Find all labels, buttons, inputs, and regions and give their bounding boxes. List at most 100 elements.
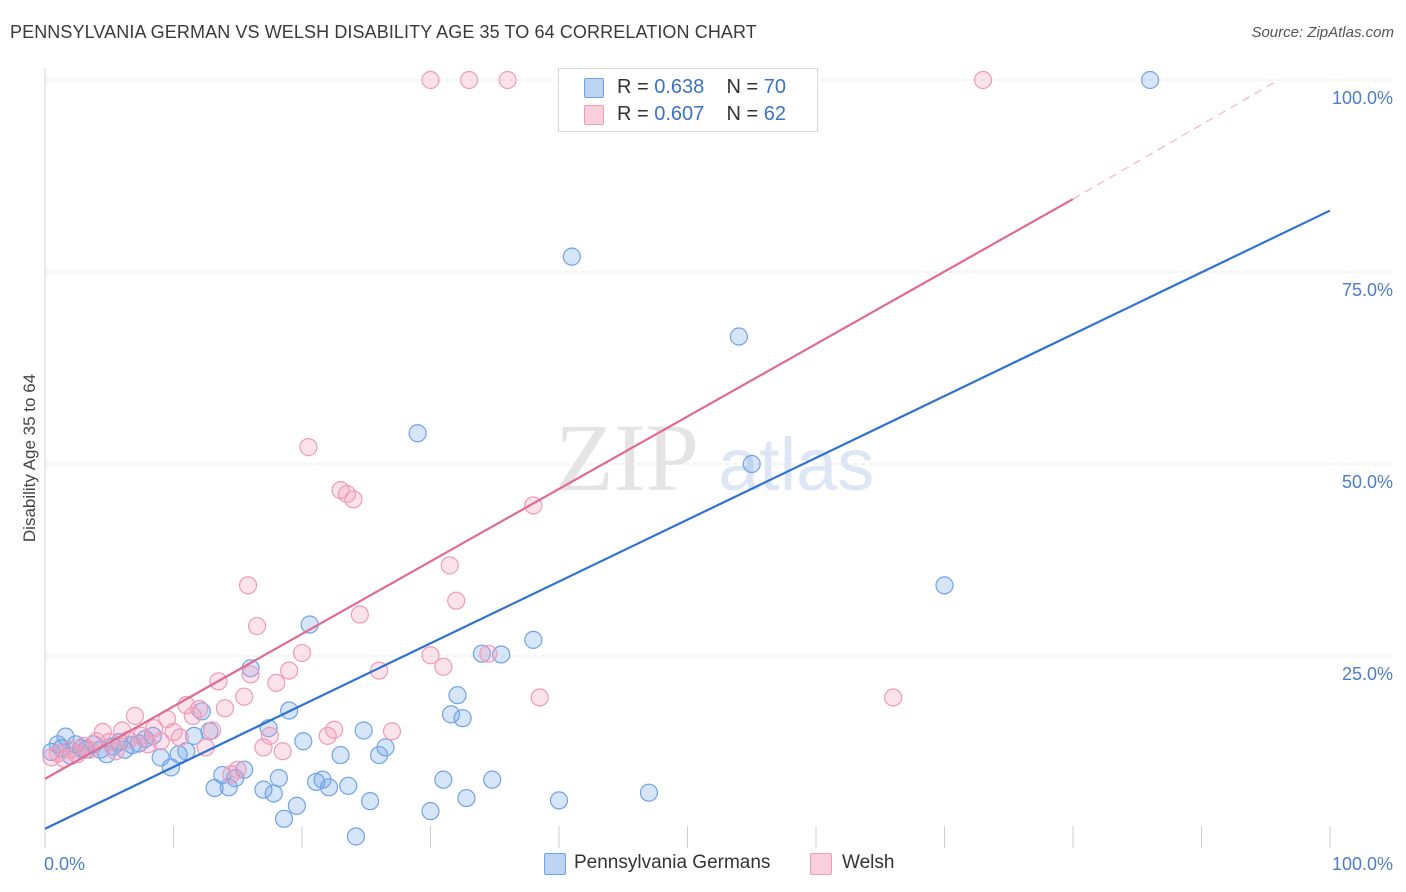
tick-labels: 25.0% 50.0% 75.0% 100.0% 0.0% 100.0% — [44, 88, 1393, 874]
legend-r-label: R = — [617, 76, 649, 98]
point-welsh — [151, 732, 170, 751]
point-pennsylvania-germans — [742, 454, 761, 474]
point-pennsylvania-germans — [354, 721, 373, 740]
point-welsh — [434, 657, 453, 676]
x-tick-label-min: 0.0% — [44, 854, 85, 874]
point-welsh — [222, 765, 241, 784]
point-welsh — [247, 616, 267, 636]
legend-r-value: 0.638 — [654, 76, 705, 98]
trend-line-welsh-extension — [1072, 79, 1279, 200]
point-pennsylvania-germans — [408, 424, 427, 443]
trend-line-welsh — [44, 198, 1074, 780]
legend-r-value: 0.607 — [654, 103, 705, 125]
point-pennsylvania-germans — [294, 732, 313, 751]
legend-swatch-pink — [584, 105, 604, 125]
point-pennsylvania-germans — [549, 791, 569, 810]
point-welsh — [479, 644, 498, 663]
bottom-legend-label: Pennsylvania Germans — [574, 852, 771, 873]
gridlines — [45, 79, 1392, 657]
point-welsh — [260, 726, 279, 745]
point-welsh — [241, 665, 260, 684]
bottom-legend-swatch-blue — [544, 853, 566, 875]
bottom-legend-swatch-pink — [810, 853, 832, 875]
point-welsh — [421, 646, 440, 665]
bottom-legend-label: Welsh — [842, 852, 895, 873]
point-pennsylvania-germans — [361, 792, 380, 811]
legend-n-value: 70 — [763, 76, 787, 98]
point-pennsylvania-germans — [254, 780, 273, 799]
point-welsh — [215, 699, 234, 718]
point-welsh — [235, 687, 254, 706]
point-pennsylvania-germans — [492, 645, 511, 664]
y-tick-label: 50.0% — [1342, 472, 1393, 492]
legend-n-value: 62 — [763, 103, 787, 125]
point-pennsylvania-germans — [331, 745, 350, 765]
point-pennsylvania-germans — [1140, 70, 1160, 90]
point-pennsylvania-germans — [421, 802, 440, 821]
point-welsh — [459, 70, 479, 90]
point-welsh — [292, 643, 312, 663]
point-pennsylvania-germans — [274, 809, 294, 828]
y-tick-label: 25.0% — [1342, 664, 1393, 684]
legend-n-label: N = — [726, 76, 759, 98]
point-pennsylvania-germans — [339, 776, 358, 795]
data-points — [42, 70, 1160, 846]
point-welsh — [280, 661, 299, 680]
source-label: Source: ZipAtlas.com — [1251, 24, 1394, 41]
legend-swatch-blue — [584, 78, 604, 98]
point-welsh — [273, 742, 292, 761]
point-pennsylvania-germans — [192, 702, 211, 721]
y-tick-label: 75.0% — [1342, 280, 1393, 300]
point-pennsylvania-germans — [935, 576, 954, 595]
trend-lines — [44, 79, 1331, 830]
point-welsh — [267, 673, 286, 692]
y-tick-label: 100.0% — [1332, 88, 1393, 108]
point-welsh — [498, 70, 517, 90]
point-pennsylvania-germans — [562, 247, 581, 266]
point-welsh — [440, 556, 459, 575]
point-welsh — [228, 760, 247, 779]
point-welsh — [973, 70, 993, 90]
point-welsh — [382, 722, 402, 741]
point-pennsylvania-germans — [264, 784, 283, 803]
point-welsh — [170, 728, 190, 747]
legend-r-label: R = — [617, 103, 649, 125]
point-pennsylvania-germans — [346, 827, 366, 846]
watermark-zip: ZIP — [555, 404, 699, 511]
point-welsh — [183, 706, 202, 726]
point-pennsylvania-germans — [319, 778, 339, 797]
point-welsh — [125, 706, 145, 726]
y-axis-label: Disability Age 35 to 64 — [20, 374, 39, 542]
point-welsh — [190, 699, 209, 719]
point-welsh — [530, 688, 549, 707]
point-pennsylvania-germans — [472, 644, 491, 663]
point-pennsylvania-germans — [453, 709, 472, 728]
point-pennsylvania-germans — [729, 327, 749, 346]
point-welsh — [344, 490, 363, 509]
point-pennsylvania-germans — [441, 705, 461, 724]
point-welsh — [299, 438, 318, 457]
point-pennsylvania-germans — [434, 770, 453, 789]
trend-line-pennsylvania-germans — [44, 209, 1331, 830]
point-welsh — [325, 720, 344, 739]
point-welsh — [883, 688, 903, 707]
point-pennsylvania-germans — [269, 769, 288, 788]
point-pennsylvania-germans — [287, 796, 306, 815]
stats-legend: R = 0.638 N = 70 R = 0.607 N = 62 — [558, 68, 818, 132]
point-welsh — [350, 605, 369, 624]
axes — [44, 68, 1331, 848]
point-pennsylvania-germans — [639, 783, 659, 802]
point-welsh — [93, 722, 112, 742]
point-pennsylvania-germans — [448, 686, 467, 705]
point-welsh — [238, 576, 258, 595]
point-welsh — [202, 721, 222, 740]
point-pennsylvania-germans — [483, 770, 502, 789]
point-welsh — [254, 738, 273, 757]
x-tick-label-max: 100.0% — [1332, 854, 1393, 874]
point-pennsylvania-germans — [524, 630, 543, 649]
point-welsh — [447, 591, 466, 610]
point-pennsylvania-germans — [457, 788, 476, 808]
chart-title: PENNSYLVANIA GERMAN VS WELSH DISABILITY … — [10, 22, 757, 42]
legend-n-label: N = — [726, 103, 759, 125]
